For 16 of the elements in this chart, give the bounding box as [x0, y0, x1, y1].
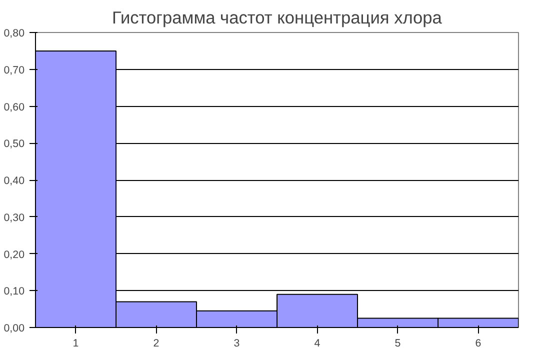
y-tick-label: 0,50	[4, 138, 25, 150]
x-tick-label: 4	[314, 338, 320, 349]
y-tick-label: 0,80	[4, 28, 25, 40]
y-tick-label: 0,30	[4, 212, 25, 224]
x-tick-label: 2	[153, 338, 160, 349]
x-tick-label: 1	[72, 338, 79, 349]
y-tick-label: 0,40	[4, 175, 25, 187]
y-tick-label: 0,20	[4, 248, 25, 261]
x-tick-label: 3	[234, 338, 240, 349]
x-tick-label: 5	[394, 338, 401, 349]
y-tick-label: 0,00	[4, 322, 25, 334]
y-tick-label: 0,10	[4, 286, 25, 298]
y-tick-label: 0,60	[4, 101, 25, 114]
chart-title: Гистограмма частот концентрация хлора	[112, 8, 442, 28]
y-tick-label: 0,70	[4, 64, 25, 76]
x-tick-label: 6	[475, 338, 482, 349]
